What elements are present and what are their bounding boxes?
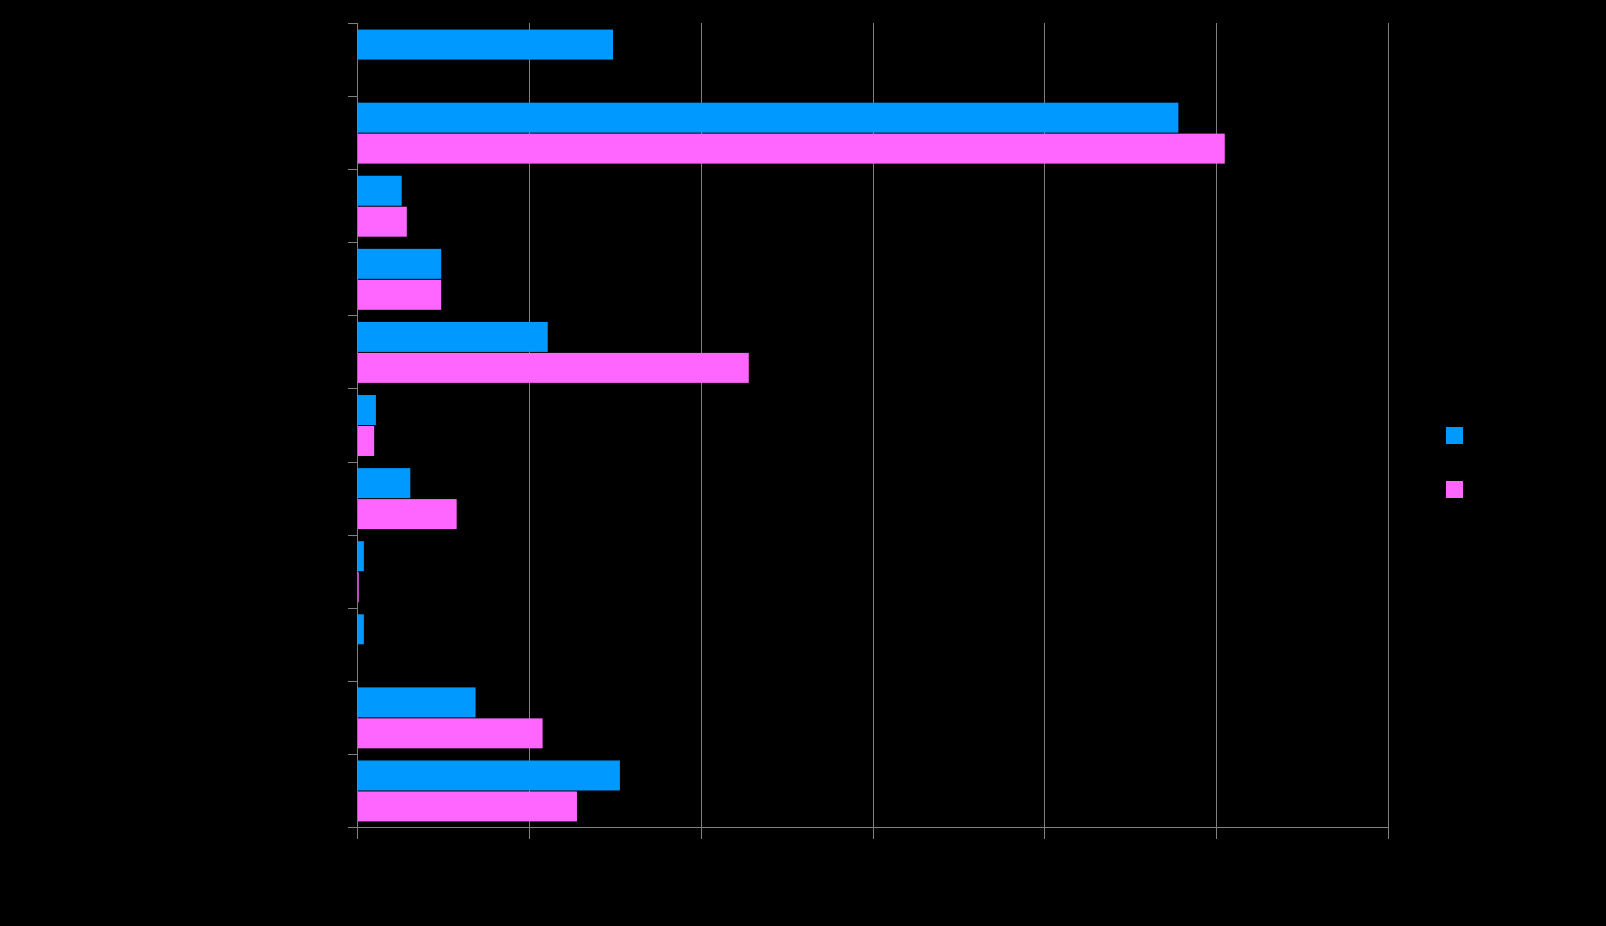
legend-swatch: [1446, 427, 1463, 444]
bar: [357, 352, 749, 383]
legend-swatch: [1446, 481, 1463, 498]
bar: [357, 279, 442, 310]
bar: [357, 321, 548, 352]
bar: [357, 133, 1225, 164]
bar: [357, 395, 376, 425]
bar: [357, 426, 375, 456]
bar: [357, 541, 364, 572]
bar: [357, 760, 620, 791]
legend: [1446, 427, 1463, 498]
bar: [357, 614, 364, 645]
bar: [357, 248, 442, 279]
bar: [357, 687, 476, 718]
bar: [357, 175, 402, 206]
bar: [357, 468, 411, 499]
bar: [357, 206, 407, 237]
bar: [357, 718, 543, 749]
bar: [357, 791, 577, 822]
bar: [357, 29, 614, 60]
bar: [357, 499, 457, 530]
bars: [357, 29, 1225, 822]
bar: [357, 102, 1179, 133]
axes: [348, 23, 1389, 839]
